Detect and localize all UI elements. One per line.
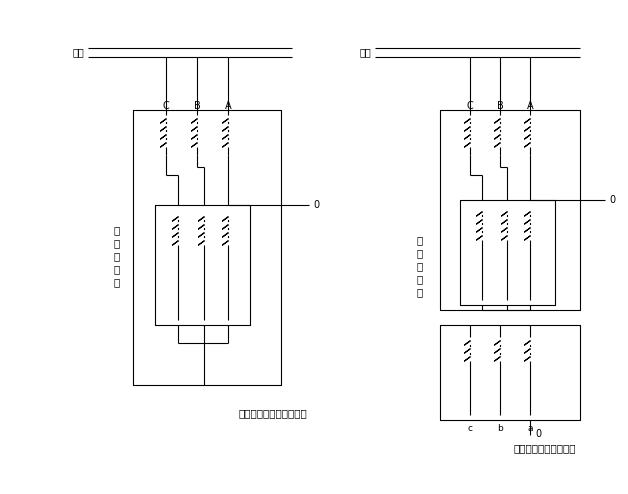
Text: 0: 0 [609,195,615,205]
Text: 接: 接 [114,225,120,235]
Text: 压: 压 [417,274,423,284]
Text: 接: 接 [417,235,423,245]
Text: 母线: 母线 [359,47,371,57]
Text: A: A [527,101,533,111]
Text: 母线: 母线 [72,47,84,57]
Text: c: c [467,424,472,433]
Text: 变: 变 [114,251,120,261]
Text: A: A [225,101,231,111]
Text: 器: 器 [417,287,423,297]
Text: a: a [528,424,533,433]
Text: 地: 地 [417,248,423,258]
Text: 压: 压 [114,264,120,274]
Text: 地: 地 [114,238,120,248]
Text: B: B [193,101,200,111]
Text: 0: 0 [313,200,319,210]
Text: B: B [497,101,504,111]
Text: b: b [497,424,503,433]
Text: 器: 器 [114,277,120,287]
Text: C: C [467,101,474,111]
Text: C: C [163,101,170,111]
Text: 变: 变 [417,261,423,271]
Text: 带二次绕组接地变压器: 带二次绕组接地变压器 [514,443,577,453]
Text: 0: 0 [535,429,541,439]
Text: 不带二次绕组接地变压器: 不带二次绕组接地变压器 [239,408,307,418]
